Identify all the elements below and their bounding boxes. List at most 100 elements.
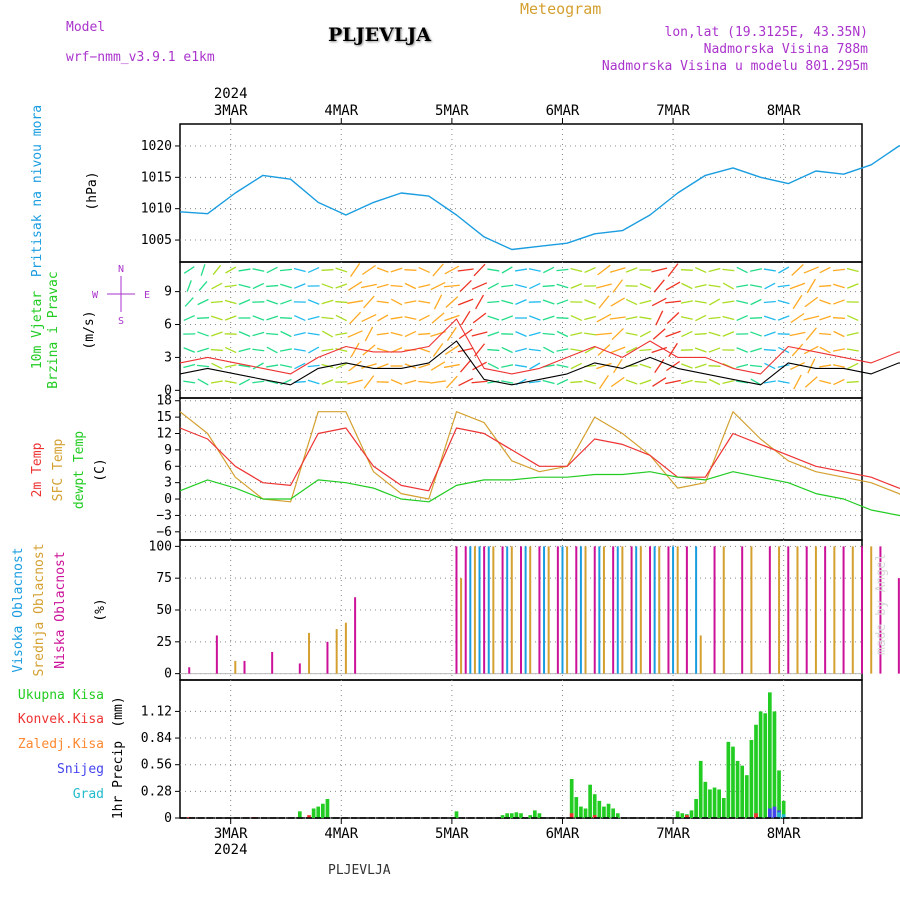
wind-arrow: [777, 380, 790, 384]
wind-arrow: [515, 347, 527, 353]
wind-arrow: [307, 332, 320, 336]
wind-arrow: [652, 377, 667, 387]
compass-letter: W: [92, 290, 99, 301]
wind-arrow: [487, 300, 500, 304]
wind-arrow: [625, 346, 638, 354]
wind-arrow: [736, 314, 748, 322]
y-tick-label: −6: [156, 525, 172, 540]
wind-max-line: [179, 318, 900, 375]
wind-arrow: [418, 332, 431, 336]
top-day-label: 7MAR: [656, 103, 690, 119]
wind-arrow: [763, 268, 776, 272]
wind-arrow: [390, 331, 403, 337]
precip-bar: [588, 784, 592, 818]
wind-arrow: [210, 315, 223, 321]
wind-arrow: [805, 327, 817, 341]
wind-arrow: [293, 348, 306, 352]
wind-arrow: [625, 316, 638, 320]
wind-arrow: [360, 283, 377, 289]
precip-bar: [592, 815, 597, 818]
wind-arrow: [252, 348, 265, 352]
wind-arrow: [846, 348, 859, 352]
wind-arrow: [543, 266, 555, 274]
precip-bar: [606, 803, 611, 818]
top-time-axis: 3MAR 4MAR 5MAR 6MAR 7MAR 8MAR 2024: [214, 86, 801, 124]
wind-arrow: [819, 299, 832, 305]
wind-arrow: [750, 347, 762, 353]
bottom-day-label: 4MAR: [324, 826, 358, 842]
wind-arrow: [639, 330, 652, 338]
bottom-day-label: 3MAR: [214, 826, 248, 842]
wind-arrow: [832, 268, 845, 272]
wind-arrow: [335, 300, 348, 304]
wind-arrow: [542, 284, 555, 288]
wind-arrow: [749, 284, 763, 288]
wind-arrow: [460, 310, 471, 326]
wind-arrow: [307, 266, 320, 274]
wind-arrow: [307, 379, 320, 385]
wind-arrow: [542, 379, 555, 385]
wind-arrow: [515, 299, 527, 305]
wind-arrow: [598, 374, 609, 390]
wind-arrow: [750, 331, 762, 337]
wind-arrow: [404, 330, 417, 338]
bottom-day-label: 5MAR: [435, 826, 469, 842]
wind-arrow: [279, 364, 292, 368]
wind-arrow: [224, 299, 237, 305]
precip-bar: [307, 815, 311, 818]
precip-bar: [615, 813, 620, 818]
wind-arrow: [238, 299, 251, 305]
wind-arrow: [819, 379, 832, 385]
wind-arrow: [321, 283, 334, 289]
wind-arrow: [736, 284, 749, 288]
wind-arrow: [639, 348, 652, 352]
cloud-unit: (%): [93, 598, 108, 621]
wind-arrow: [680, 379, 693, 385]
wind-arrow: [472, 361, 487, 371]
wind-arrow: [694, 363, 707, 369]
wind-arrow: [252, 268, 265, 272]
wind-arrow: [542, 315, 555, 321]
temp-sfc-label: SFC Temp: [51, 439, 66, 502]
precip-bar: [754, 724, 758, 818]
wind-arrow: [487, 380, 500, 384]
wind-arrow: [252, 331, 265, 337]
precip-bar: [735, 760, 740, 818]
wind-arrow: [819, 284, 832, 288]
wind-arrow: [611, 327, 624, 341]
precip-bar: [726, 741, 731, 818]
wind-arrow: [390, 316, 403, 320]
wind-arrow: [807, 358, 816, 374]
wind-arrow: [833, 299, 845, 305]
wind-arrow: [363, 375, 375, 389]
footer-station: PLJEVLJA: [328, 863, 391, 878]
wind-arrow: [335, 314, 347, 322]
wind-arrow: [266, 266, 278, 274]
wind-arrow: [595, 332, 612, 336]
wind-arrow: [473, 263, 486, 277]
wind-arrow: [321, 316, 334, 320]
wind-arrow: [665, 281, 681, 291]
wind-arrow: [777, 299, 790, 305]
wind-arrow: [763, 380, 776, 384]
precip-bar: [537, 813, 542, 818]
wind-arrow: [210, 348, 223, 352]
wind-arrow: [613, 358, 623, 374]
wind-arrow: [514, 364, 528, 368]
wind-arrow: [680, 269, 693, 271]
wind-arrow: [183, 347, 196, 353]
wind-arrow: [681, 363, 693, 369]
wind-arrow: [570, 267, 583, 273]
temp-dewpt-label: dewpt Temp: [72, 431, 87, 509]
wind-arrow: [472, 312, 487, 324]
wind-arrow: [763, 348, 776, 352]
precip-bar: [758, 711, 763, 818]
dewpoint-line: [179, 471, 900, 517]
wind-arrow: [266, 364, 279, 368]
wind-arrow: [418, 266, 430, 274]
wind-arrow: [625, 298, 638, 306]
wind-arrow: [708, 365, 721, 367]
temp-unit: (C): [93, 458, 108, 481]
wind-arrow: [666, 312, 680, 324]
wind-arrow: [819, 332, 832, 336]
